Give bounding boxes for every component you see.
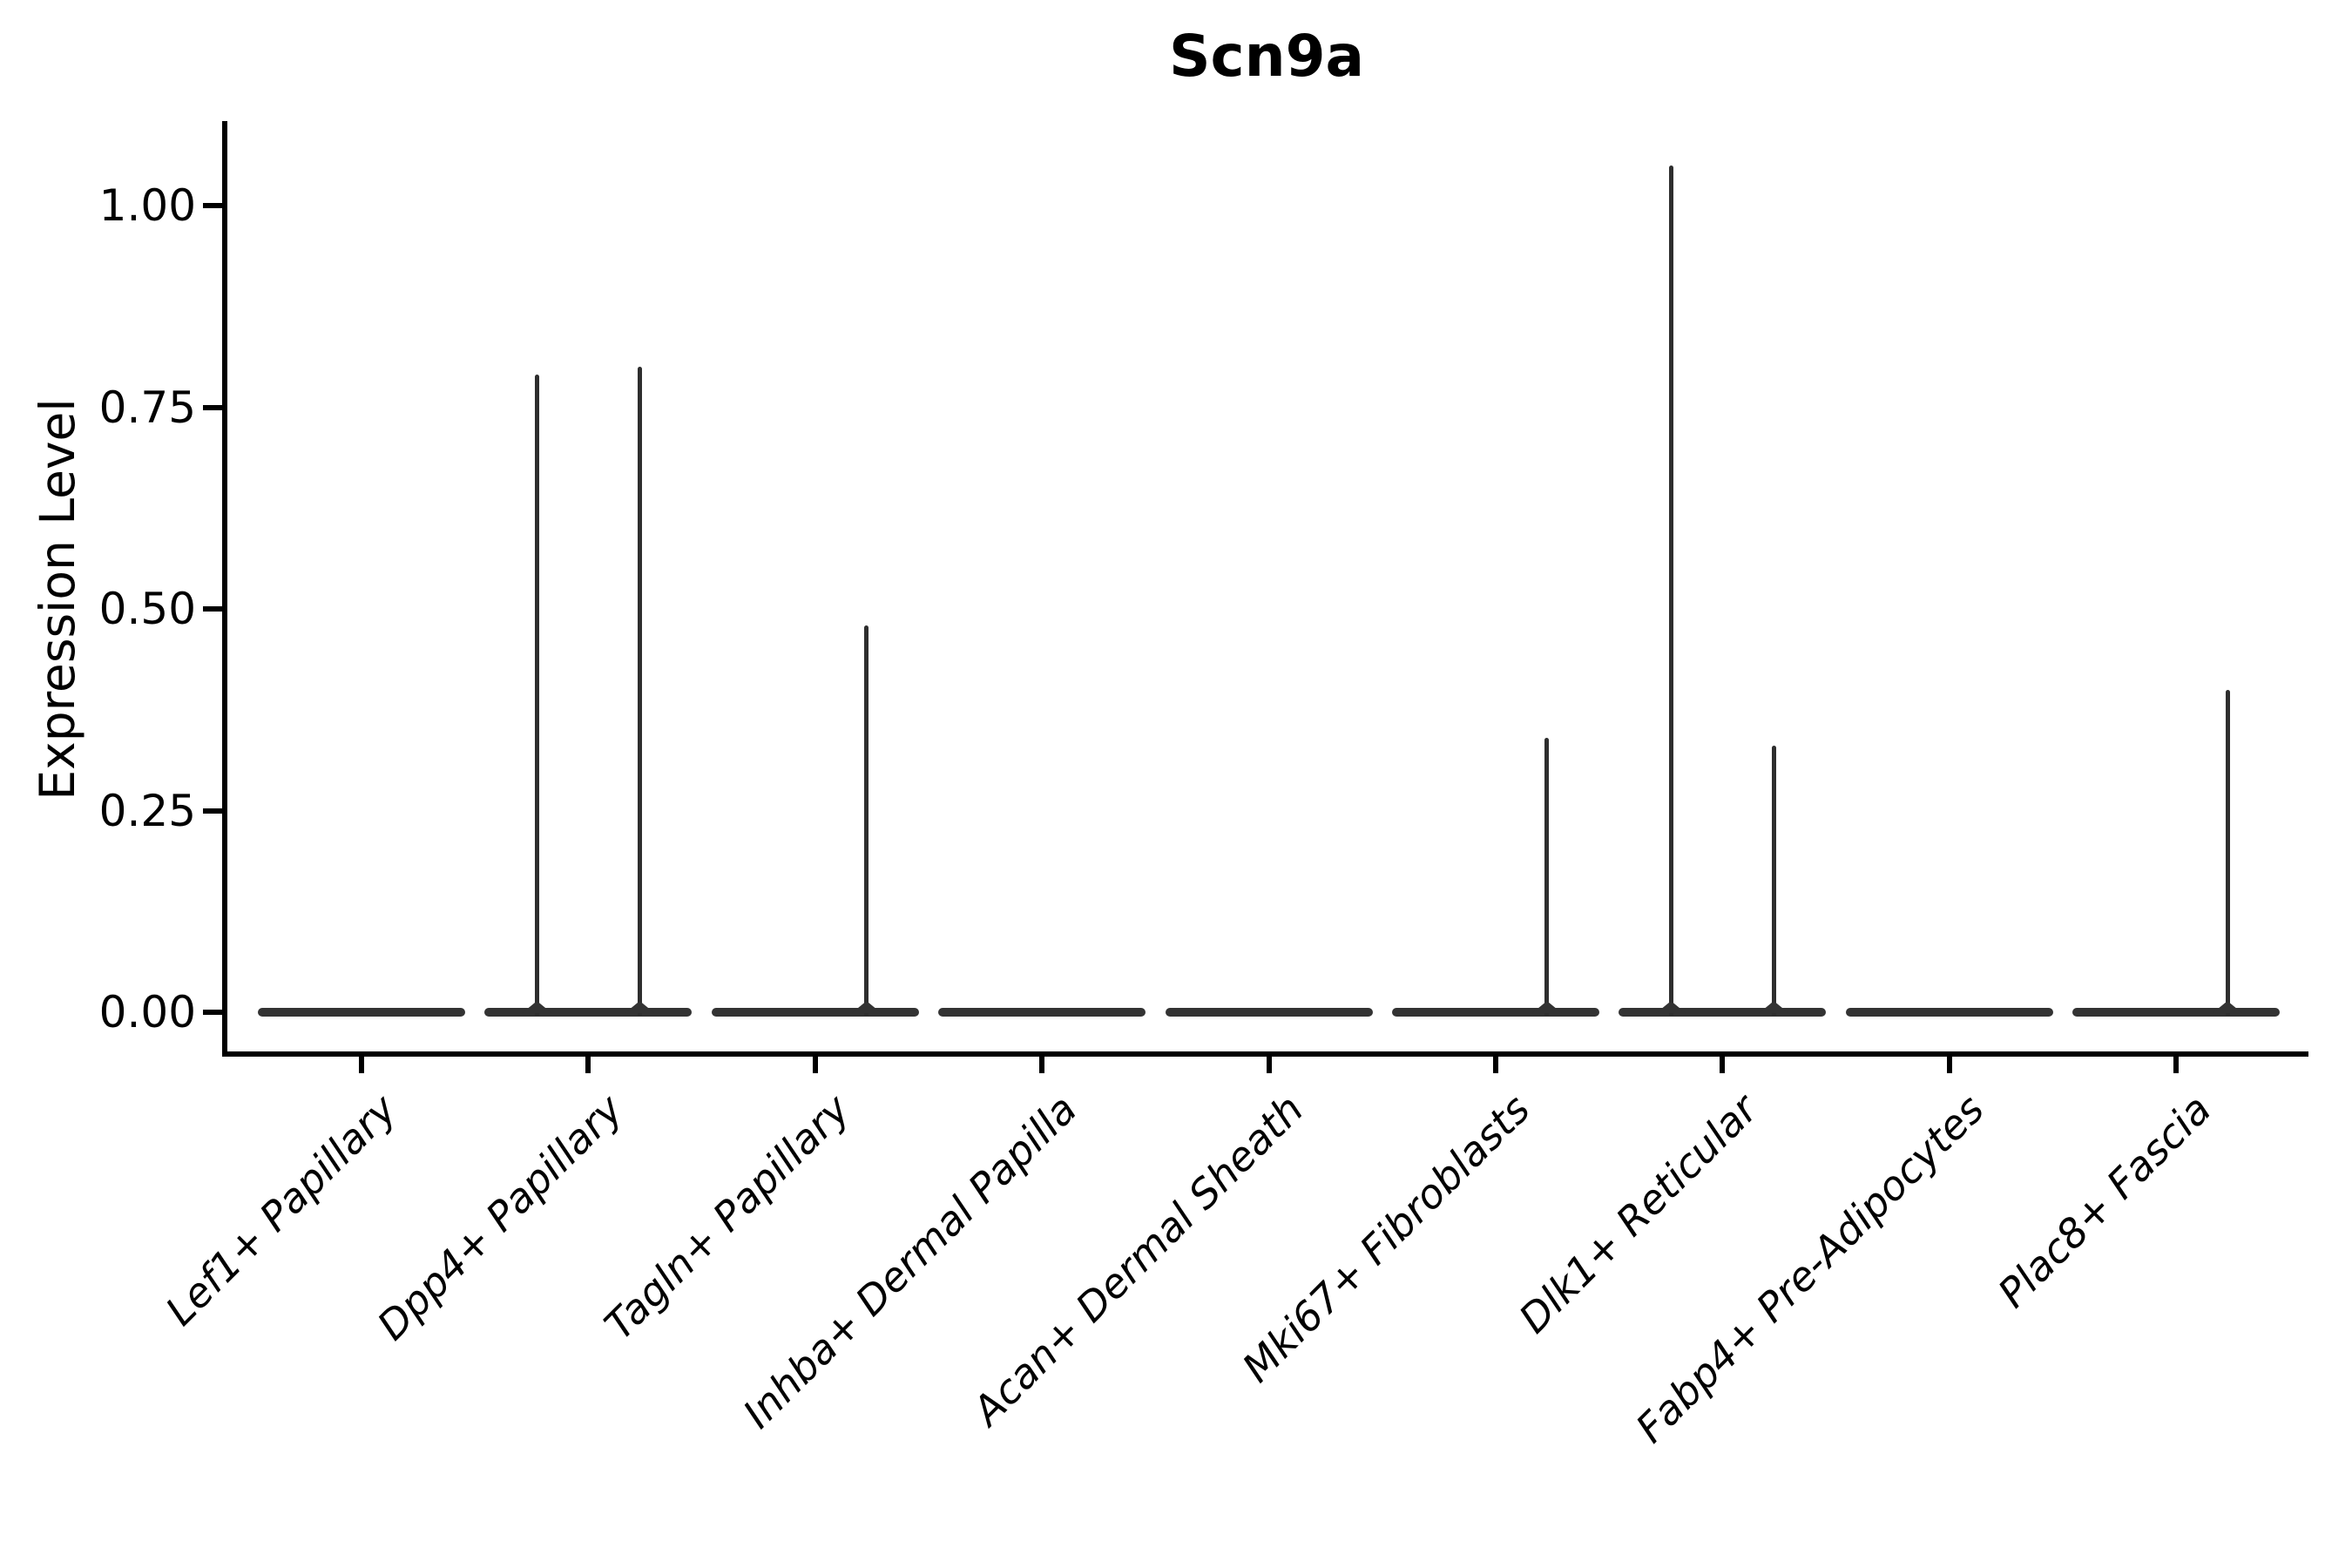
y-tick-mark bbox=[203, 203, 225, 208]
y-tick-label: 0.75 bbox=[98, 382, 196, 433]
violin-baseline bbox=[2072, 1008, 2280, 1017]
y-tick-label: 0.25 bbox=[98, 785, 196, 836]
x-tick-label: Dpp4+ Papillary bbox=[368, 1085, 632, 1349]
violin-spike bbox=[637, 367, 642, 1016]
violin-baseline bbox=[1391, 1008, 1599, 1017]
violin-spike bbox=[1668, 165, 1673, 1016]
x-tick-mark bbox=[2173, 1054, 2179, 1073]
x-tick-mark bbox=[1946, 1054, 1952, 1073]
violin-spike bbox=[1771, 746, 1776, 1016]
violin-spike bbox=[864, 625, 869, 1016]
x-tick-label: Plac8+ Fascia bbox=[1988, 1085, 2220, 1317]
violin-baseline bbox=[1845, 1008, 2053, 1017]
x-tick-mark bbox=[812, 1054, 818, 1073]
x-tick-label: Lef1+ Papillary bbox=[156, 1085, 406, 1335]
y-tick-mark bbox=[203, 404, 225, 410]
y-tick-mark bbox=[203, 1010, 225, 1015]
violin-baseline bbox=[1619, 1008, 1827, 1017]
x-tick-mark bbox=[1492, 1054, 1498, 1073]
violin-baseline bbox=[711, 1008, 919, 1017]
violin-baseline bbox=[484, 1008, 693, 1017]
x-tick-mark bbox=[1039, 1054, 1045, 1073]
y-tick-label: 0.00 bbox=[98, 987, 196, 1037]
violin-baseline bbox=[258, 1008, 465, 1017]
y-tick-mark bbox=[203, 808, 225, 814]
chart-title: Scn9a bbox=[1168, 23, 1365, 90]
x-tick-label: Tagln+ Papillary bbox=[595, 1085, 859, 1349]
violin-spike bbox=[1544, 738, 1550, 1016]
x-tick-mark bbox=[359, 1054, 364, 1073]
y-tick-mark bbox=[203, 606, 225, 612]
x-axis-spine bbox=[222, 1051, 2308, 1057]
violin-spike bbox=[534, 375, 539, 1016]
violin-baseline bbox=[938, 1008, 1146, 1017]
x-tick-mark bbox=[1720, 1054, 1726, 1073]
x-tick-mark bbox=[585, 1054, 591, 1073]
y-axis-spine bbox=[222, 121, 227, 1057]
y-tick-label: 1.00 bbox=[98, 180, 196, 231]
x-tick-mark bbox=[1266, 1054, 1272, 1073]
violin-spike bbox=[2225, 689, 2230, 1016]
x-tick-label: Dlk1+ Reticular bbox=[1509, 1085, 1767, 1342]
violin-baseline bbox=[1165, 1008, 1373, 1017]
y-tick-label: 0.50 bbox=[98, 584, 196, 634]
